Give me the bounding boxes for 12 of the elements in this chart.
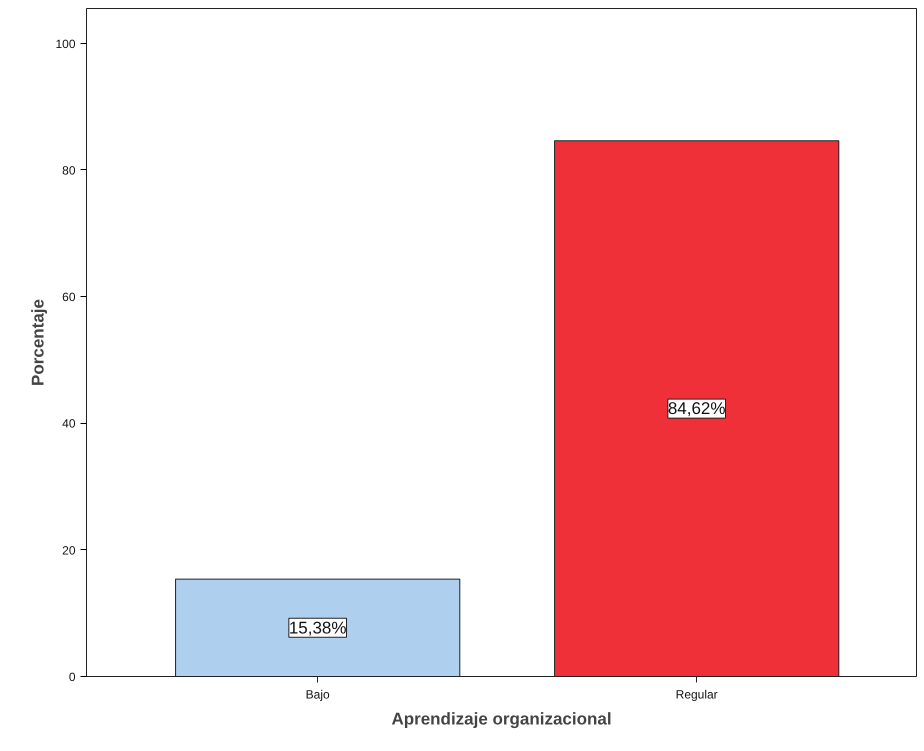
y-tick-label: 100	[55, 36, 76, 51]
data-label: 84,62%	[668, 399, 726, 418]
x-axis-title: Aprendizaje organizacional	[391, 710, 612, 728]
x-tick-label: Bajo	[306, 688, 330, 702]
y-tick-label: 60	[62, 290, 76, 304]
y-tick-label: 20	[62, 543, 76, 558]
y-tick-label: 80	[62, 163, 76, 178]
y-tick-label: 40	[62, 416, 76, 431]
data-label: 15,38%	[288, 618, 347, 638]
y-axis-title: Porcentaje	[28, 299, 48, 386]
y-tick-label: 0	[68, 670, 76, 684]
x-tick-label: Regular	[676, 688, 718, 702]
